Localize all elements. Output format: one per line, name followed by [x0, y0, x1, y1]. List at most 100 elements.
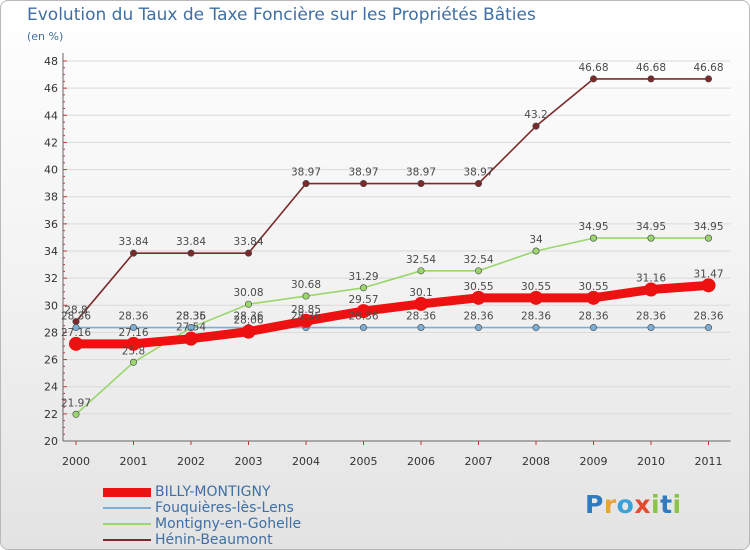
series-line-BILLY-MONTIGNY [71, 280, 713, 349]
data-point [471, 290, 486, 305]
series-line-Montigny-en-Gohelle [75, 237, 710, 416]
x-tick-label: 2008 [522, 455, 550, 468]
data-label: 34.95 [636, 221, 666, 233]
logo-letter: i [651, 490, 661, 519]
legend-label: BILLY-MONTIGNY [155, 484, 271, 500]
data-label: 27.16 [118, 327, 148, 339]
logo-letter: i [672, 490, 682, 519]
y-tick-label: 38 [44, 191, 58, 204]
y-tick-label: 26 [44, 354, 58, 367]
data-label: 34.95 [693, 221, 723, 233]
data-label: 38.97 [291, 167, 321, 179]
legend-item: Fouquières-lès-Lens [103, 500, 301, 516]
data-label: 28.36 [406, 311, 436, 323]
logo-letter: t [660, 490, 673, 519]
data-point [126, 336, 141, 351]
x-tick-label: 2005 [350, 455, 378, 468]
data-label: 38.97 [406, 167, 436, 179]
data-point [644, 282, 658, 297]
unit-label: (en %) [27, 30, 64, 43]
data-label: 46.68 [636, 62, 666, 74]
x-tick-label: 2010 [637, 455, 665, 468]
x-tick-label: 2006 [407, 455, 435, 468]
data-label: 30.55 [521, 281, 551, 293]
legend-item: BILLY-MONTIGNY [103, 484, 301, 500]
data-point [356, 304, 371, 319]
data-point [414, 296, 428, 311]
data-point [241, 324, 256, 339]
data-label: 28.36 [578, 311, 608, 323]
logo-letter: x [634, 490, 651, 519]
y-tick-label: 20 [44, 435, 58, 448]
data-label: 31.47 [693, 268, 723, 280]
y-tick-label: 48 [44, 55, 58, 68]
data-label: 28.36 [636, 311, 666, 323]
data-label: 38.97 [463, 167, 493, 179]
data-point [72, 410, 80, 418]
data-label: 28.36 [118, 311, 148, 323]
data-point [589, 75, 597, 83]
data-point [417, 324, 425, 332]
legend-label: Hénin-Beaumont [155, 532, 273, 548]
data-point [417, 180, 425, 188]
data-label: 21.97 [61, 397, 91, 409]
data-label: 28.35 [176, 311, 206, 323]
data-label: 33.84 [233, 236, 263, 248]
chart-title: Evolution du Taux de Taxe Foncière sur l… [27, 5, 536, 25]
data-point [187, 324, 195, 332]
data-point [72, 324, 80, 332]
data-point [589, 234, 597, 242]
data-label: 43.2 [524, 109, 547, 121]
proxiti-logo: Proxiti [585, 490, 682, 519]
data-label: 27.54 [176, 322, 206, 334]
data-label: 28.36 [521, 311, 551, 323]
data-point [130, 358, 138, 366]
data-label: 33.84 [118, 236, 148, 248]
data-point [299, 313, 313, 328]
data-label: 30.55 [463, 281, 493, 293]
data-point [474, 267, 482, 275]
data-point [647, 75, 655, 83]
data-point [359, 284, 367, 292]
data-point [302, 292, 310, 300]
legend: BILLY-MONTIGNY Fouquières-lès-Lens Montign… [103, 484, 301, 548]
data-point [532, 324, 540, 332]
y-tick-label: 34 [44, 245, 58, 258]
legend-item: Hénin-Beaumont [103, 532, 301, 548]
data-label: 30.55 [578, 281, 608, 293]
x-tick-label: 2011 [695, 455, 723, 468]
x-tick-label: 2002 [177, 455, 205, 468]
data-label: 29.57 [348, 294, 378, 306]
data-label: 28.8 [64, 305, 87, 317]
data-label: 32.54 [463, 254, 493, 266]
data-point [704, 324, 712, 332]
data-label: 34.95 [578, 221, 608, 233]
data-label: 27.16 [61, 327, 91, 339]
data-point [130, 249, 138, 257]
data-point [417, 267, 425, 275]
y-tick-label: 24 [44, 381, 58, 394]
data-point [586, 290, 601, 305]
x-tick-label: 2003 [235, 455, 263, 468]
data-point [474, 324, 482, 332]
data-label: 28.36 [463, 311, 493, 323]
data-point [589, 324, 597, 332]
data-point [529, 290, 543, 305]
data-label: 25.8 [122, 345, 145, 357]
data-point [647, 234, 655, 242]
y-tick-label: 42 [44, 136, 58, 149]
y-tick-label: 36 [44, 218, 58, 231]
data-label: 34 [529, 234, 543, 246]
data-label: 31.16 [636, 273, 666, 285]
data-point [532, 122, 540, 130]
data-point [704, 75, 712, 83]
data-point [184, 331, 198, 346]
data-label: 46.68 [693, 62, 723, 74]
data-point [245, 300, 253, 308]
data-point [245, 249, 253, 257]
data-label: 28.36 [61, 311, 91, 323]
x-tick-label: 2001 [120, 455, 148, 468]
data-label: 28.36 [233, 311, 263, 323]
